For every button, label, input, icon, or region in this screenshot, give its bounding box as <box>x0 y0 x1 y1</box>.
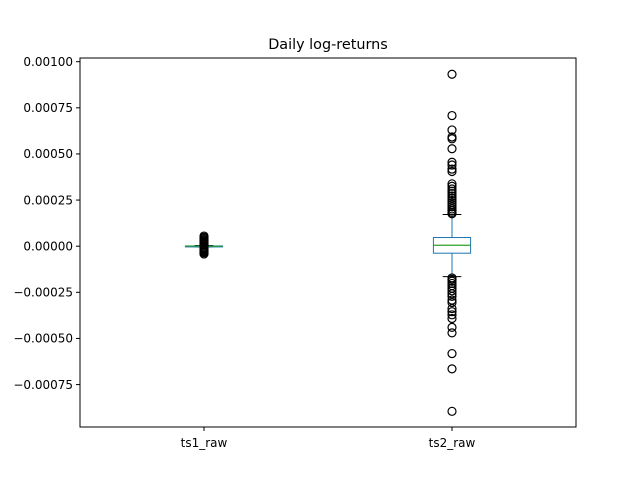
outlier-point <box>447 310 457 320</box>
outlier-point <box>447 144 457 154</box>
outlier-point <box>447 110 457 121</box>
outlier-point <box>447 125 457 135</box>
y-tick-label: 0.00100 <box>23 55 73 69</box>
outlier-point <box>447 322 457 332</box>
outlier-point <box>447 189 457 199</box>
outlier-point <box>447 209 457 219</box>
outlier-point <box>447 69 457 79</box>
y-tick-label: 0.00050 <box>23 147 73 161</box>
box-group-ts2_raw <box>432 69 472 416</box>
outlier-point <box>447 166 457 177</box>
outlier-point <box>447 179 457 189</box>
outlier-point <box>447 313 457 324</box>
box-group-ts1_raw <box>184 231 224 259</box>
outlier-point <box>447 289 457 299</box>
outlier-point <box>447 291 457 301</box>
outlier-point <box>447 134 457 144</box>
x-tick-label: ts2_raw <box>429 436 476 450</box>
y-tick-label: −0.00025 <box>13 286 73 300</box>
outlier-point <box>447 406 457 416</box>
outlier-point <box>447 297 457 308</box>
outlier-point <box>447 186 457 196</box>
axes: −0.00075 −0.00050 −0.00025 0.00000 0.00025 0.… <box>13 55 577 450</box>
outlier-point <box>447 286 457 296</box>
x-tick-label: ts1_raw <box>181 436 228 450</box>
outlier-point <box>199 249 209 259</box>
outlier-point <box>447 160 457 170</box>
y-tick-label: 0.00000 <box>23 239 73 253</box>
y-tick-label: −0.00050 <box>13 332 73 346</box>
outlier-point <box>447 157 457 167</box>
outlier-point <box>447 164 457 174</box>
y-tick-label: 0.00025 <box>23 193 73 207</box>
y-tick-label: −0.00075 <box>13 378 73 392</box>
y-tick-label: 0.00075 <box>23 101 73 115</box>
outlier-point <box>447 307 457 317</box>
outlier-point <box>447 181 457 191</box>
outlier-point <box>447 348 457 359</box>
plot-frame <box>79 57 577 428</box>
plot-area <box>184 69 472 416</box>
chart-title: Daily log-returns <box>268 37 388 53</box>
outlier-point <box>447 328 457 338</box>
outlier-point <box>447 303 457 314</box>
outlier-point <box>447 364 457 374</box>
